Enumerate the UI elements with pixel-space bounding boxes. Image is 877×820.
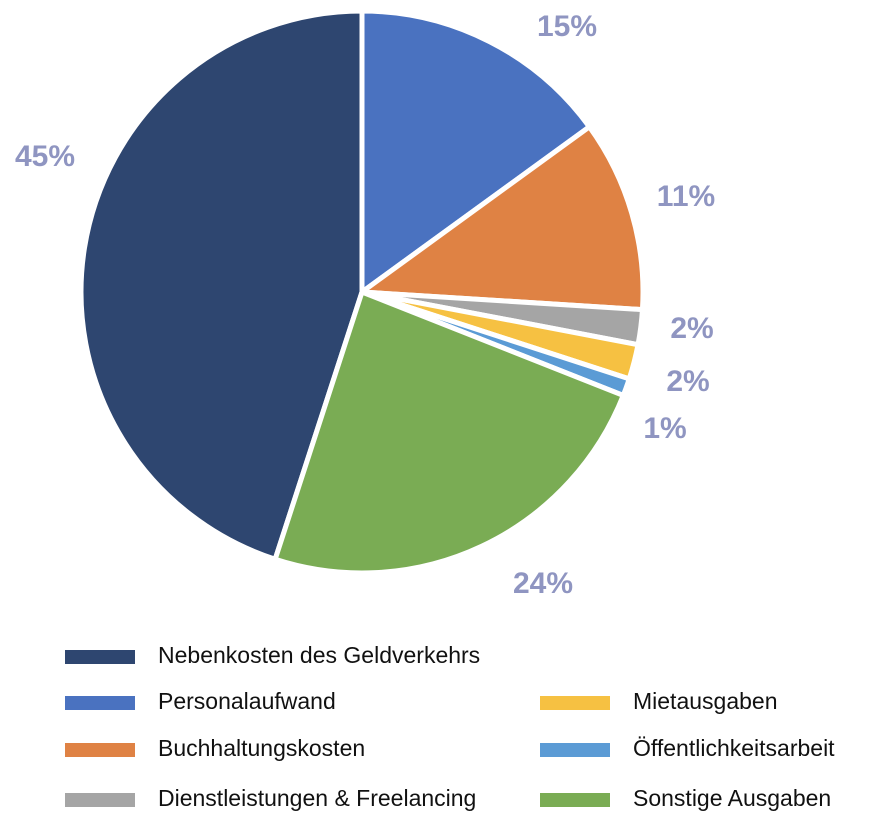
pie-slice: [359, 124, 646, 313]
legend-label: Buchhaltungskosten: [158, 735, 365, 761]
data-label: 24%: [513, 567, 573, 600]
legend-swatch: [65, 650, 135, 664]
pie-slice: [78, 8, 365, 562]
legend-swatch: [540, 793, 610, 807]
pie-slice: [359, 8, 592, 295]
legend-swatch: [540, 743, 610, 757]
legend-label: Dienstleistungen & Freelancing: [158, 785, 476, 811]
legend-label: Öffentlichkeitsarbeit: [633, 735, 835, 761]
legend-swatch: [65, 793, 135, 807]
legend-label: Sonstige Ausgaben: [633, 785, 831, 811]
data-label: 2%: [670, 312, 713, 345]
data-label: 11%: [657, 180, 715, 213]
pie-slice: [272, 289, 626, 576]
legend-swatch: [540, 696, 610, 710]
legend-swatch: [65, 696, 135, 710]
legend-label: Mietausgaben: [633, 688, 778, 714]
data-label: 15%: [537, 10, 597, 43]
data-label: 1%: [643, 412, 686, 445]
data-label: 2%: [666, 365, 709, 398]
legend-swatch: [65, 743, 135, 757]
legend-label: Nebenkosten des Geldverkehrs: [158, 642, 480, 668]
legend-label: Personalaufwand: [158, 688, 336, 714]
data-label: 45%: [15, 140, 75, 173]
